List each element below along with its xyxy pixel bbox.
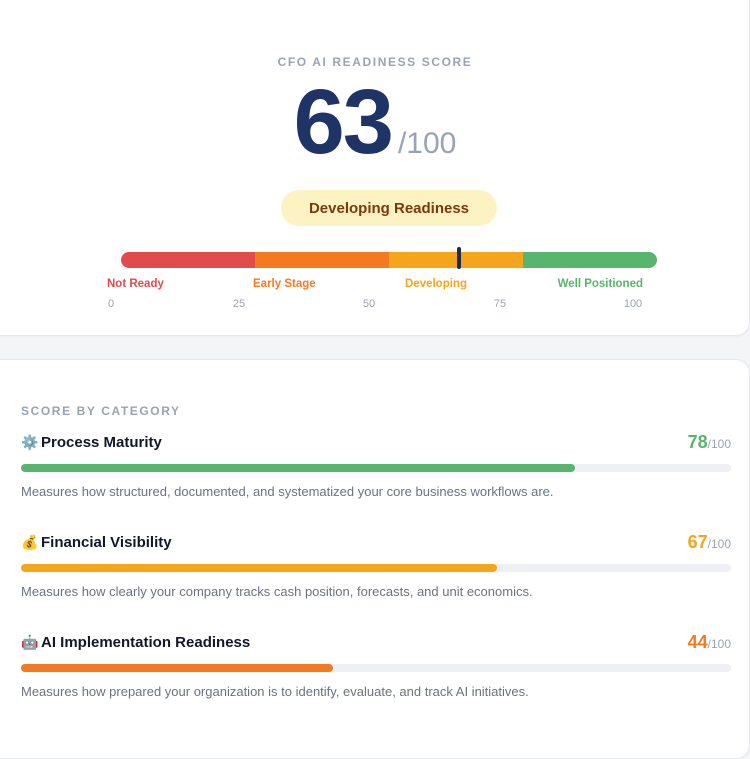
gear-icon: ⚙️ (21, 434, 39, 450)
scale-tick-75: 75 (493, 298, 507, 310)
scale-segment-not-ready (121, 252, 255, 268)
category-score-card: SCORE BY CATEGORY ⚙️ Process Maturity 78… (0, 359, 750, 759)
scale-tick-100: 100 (623, 298, 643, 310)
scale-tick-25: 25 (232, 298, 246, 310)
category-progress-track (21, 664, 731, 672)
robot-icon: 🤖 (21, 634, 39, 650)
category-score-value: 44 (687, 632, 708, 652)
status-badge: Developing Readiness (281, 190, 497, 226)
category-eyebrow: SCORE BY CATEGORY (21, 404, 181, 418)
category-progress-fill (21, 464, 575, 472)
overall-score-card (0, 0, 750, 336)
category-title: AI Implementation Readiness (41, 634, 251, 651)
category-score-value: 78 (687, 432, 708, 452)
category-score-max: /100 (707, 437, 731, 451)
score-display: 63 /100 (0, 71, 750, 173)
category-progress-fill (21, 564, 497, 572)
category-description: Measures how clearly your company tracks… (21, 584, 533, 599)
scale-tick-50: 50 (362, 298, 376, 310)
scale-segment-well-positioned (523, 252, 657, 268)
category-score-value: 67 (687, 532, 708, 552)
category-score-max: /100 (707, 537, 731, 551)
category-title: Financial Visibility (41, 534, 172, 551)
category-progress-fill (21, 664, 334, 672)
category-progress-track (21, 564, 731, 572)
category-description: Measures how prepared your organization … (21, 684, 529, 699)
score-marker (456, 247, 461, 269)
category-financial-visibility: 💰 Financial Visibility 67 /100 Measures … (21, 532, 731, 599)
zone-label-developing: Developing (405, 278, 467, 290)
category-progress-track (21, 464, 731, 472)
category-description: Measures how structured, documented, and… (21, 484, 554, 499)
zone-label-well-positioned: Well Positioned (557, 278, 643, 290)
money-bag-icon: 💰 (21, 534, 39, 550)
scale-segment-developing (389, 252, 523, 268)
zone-label-early-stage: Early Stage (253, 278, 316, 290)
category-process-maturity: ⚙️ Process Maturity 78 /100 Measures how… (21, 432, 731, 499)
category-ai-implementation-readiness: 🤖 AI Implementation Readiness 44 /100 Me… (21, 632, 731, 699)
scale-segment-early-stage (255, 252, 389, 268)
readiness-scale-bar (121, 252, 657, 268)
overall-score-value: 63 (293, 71, 394, 173)
category-title: Process Maturity (41, 434, 162, 451)
zone-label-not-ready: Not Ready (107, 278, 164, 290)
score-eyebrow: CFO AI READINESS SCORE (277, 55, 473, 69)
scale-tick-0: 0 (107, 298, 115, 310)
overall-score-max: /100 (397, 127, 457, 160)
category-score-max: /100 (707, 637, 731, 651)
